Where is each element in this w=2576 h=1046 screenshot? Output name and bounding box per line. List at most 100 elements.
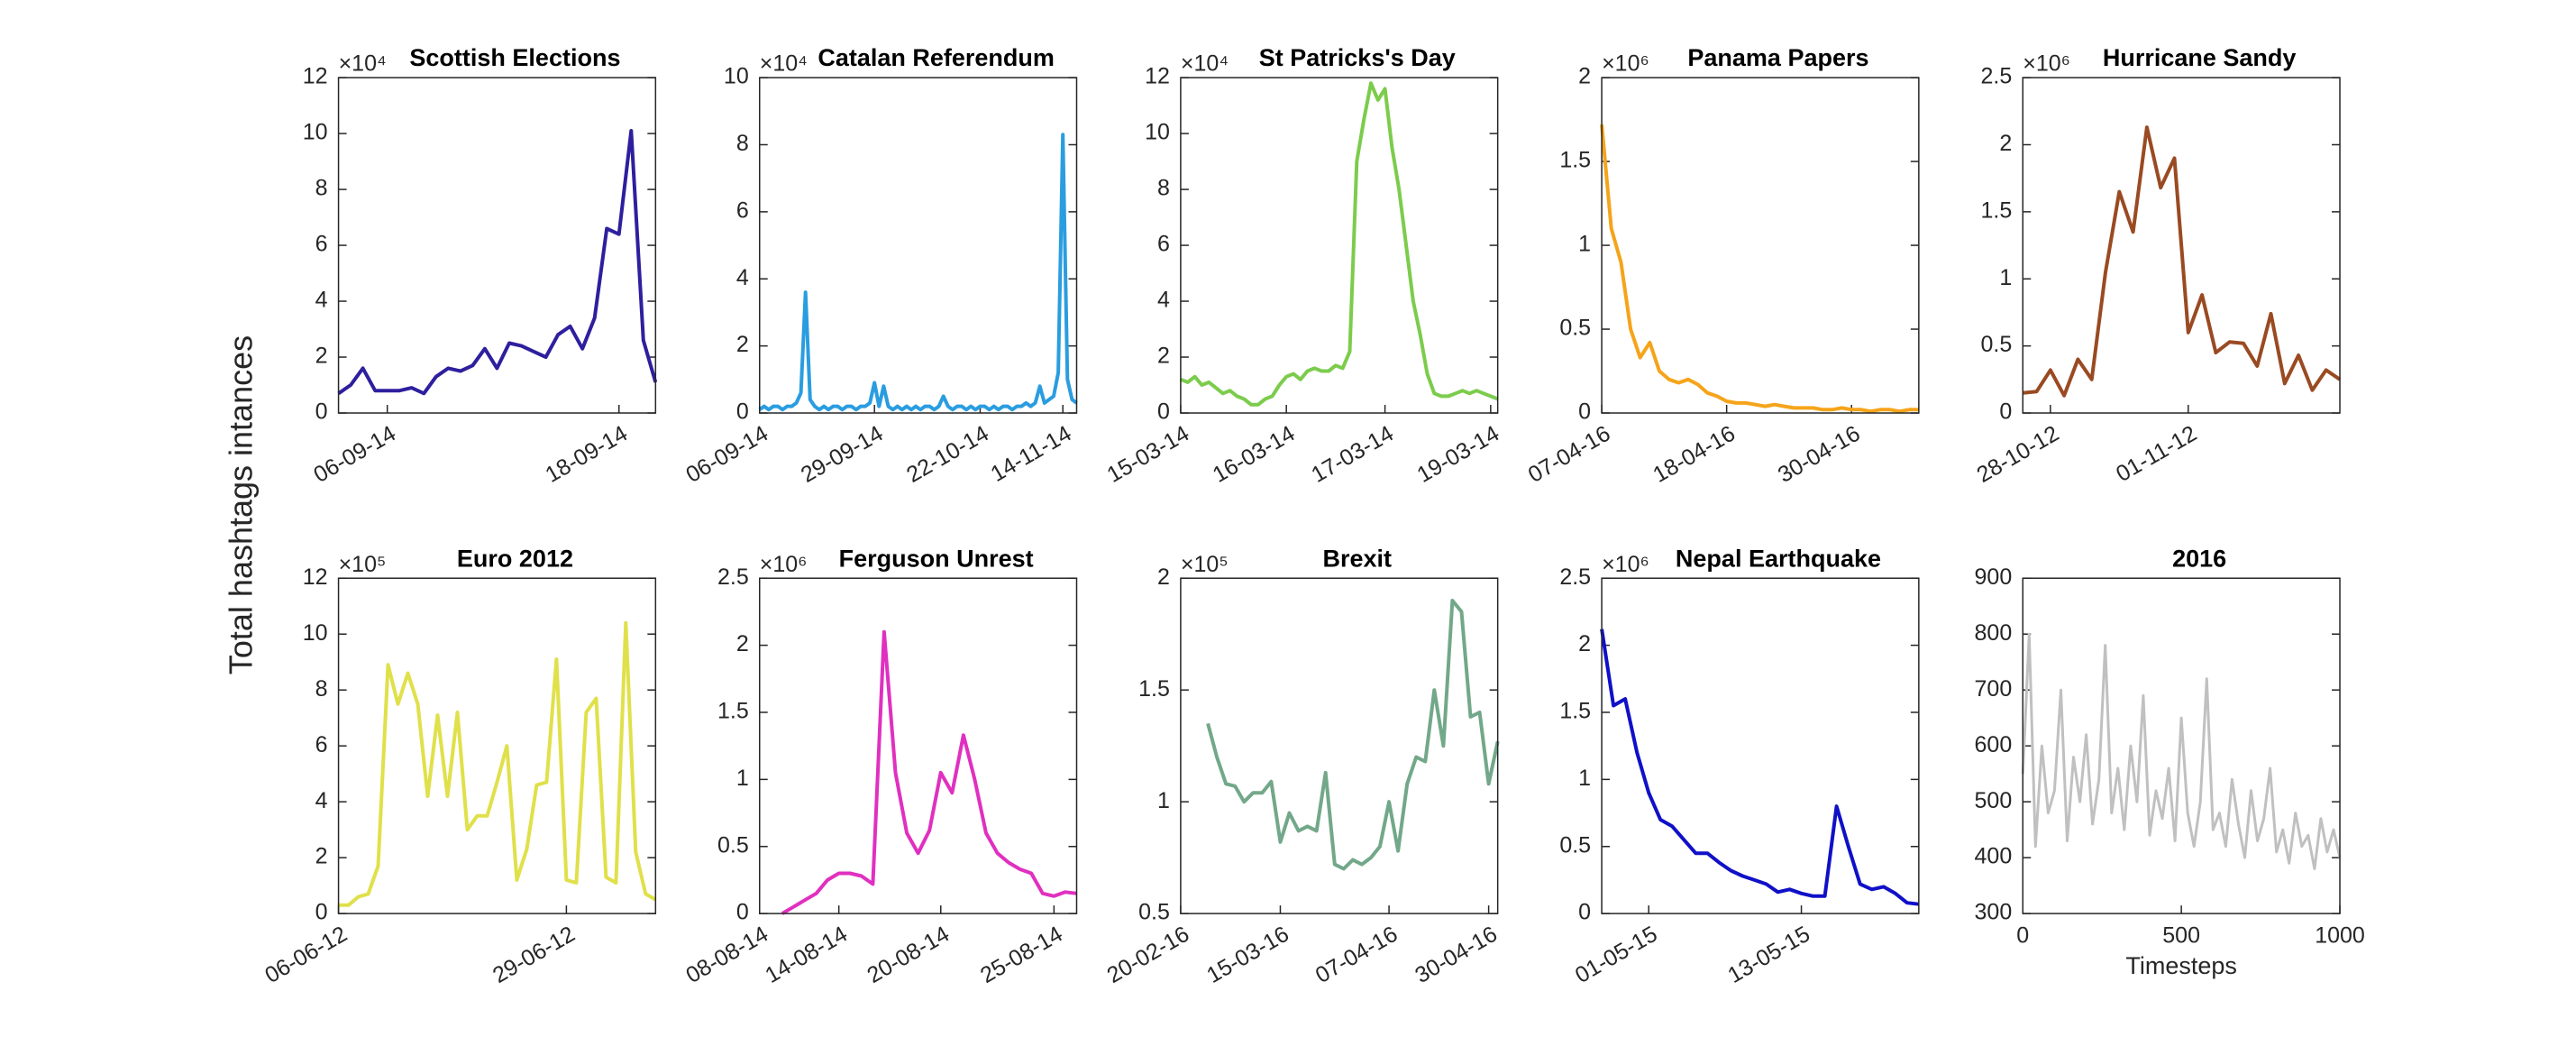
y-multiplier: ×10⁶ [2023, 51, 2070, 77]
x-tick-label: 29-09-14 [797, 421, 888, 488]
y-multiplier: ×10⁴ [760, 51, 808, 77]
x-tick-label: 25-08-14 [976, 922, 1067, 988]
x-tick-label: 08-08-14 [681, 922, 772, 988]
data-line [337, 129, 658, 396]
y-tick-label: 0.5 [1980, 332, 2012, 357]
y-tick-label: 4 [315, 788, 328, 813]
y-multiplier: ×10⁴ [1181, 51, 1229, 77]
y-tick-label: 10 [303, 620, 328, 646]
x-tick-label: 01-11-12 [2112, 421, 2201, 487]
chart-title: Brexit [1323, 545, 1393, 572]
y-tick-label: 2 [315, 344, 328, 369]
y-tick-label: 2 [736, 631, 749, 656]
y-tick-label: 12 [303, 64, 328, 89]
y-tick-label: 1 [1578, 232, 1591, 257]
y-tick-label: 2 [1578, 64, 1591, 89]
x-tick-label: 07-04-16 [1311, 922, 1402, 988]
y-tick-label: 2 [736, 332, 749, 357]
x-tick-label: 06-09-14 [309, 421, 400, 488]
y-tick-label: 500 [1975, 788, 2013, 813]
x-tick-label: 20-02-16 [1103, 922, 1194, 988]
x-tick-label: 01-05-15 [1571, 922, 1662, 988]
y-tick-label: 0 [736, 900, 749, 925]
y-multiplier: ×10⁵ [339, 552, 387, 577]
x-tick-label: 30-04-16 [1411, 922, 1502, 988]
data-line [758, 133, 1078, 412]
x-tick-label: 30-04-16 [1774, 421, 1865, 488]
y-tick-label: 1.5 [1559, 699, 1591, 724]
y-tick-label: 8 [315, 676, 328, 702]
x-axis-label: Timesteps [2125, 952, 2237, 979]
x-tick-label: 06-06-12 [260, 922, 352, 988]
data-line [1600, 629, 1920, 906]
y-tick-label: 1 [736, 766, 749, 791]
y-multiplier: ×10⁵ [1181, 552, 1229, 577]
y-tick-label: 1.5 [717, 699, 749, 724]
chart-title: Catalan Referendum [818, 44, 1055, 71]
plot-frame [1601, 577, 1920, 914]
plot-frame [758, 577, 1078, 914]
y-tick-label: 400 [1975, 844, 2013, 869]
y-tick-label: 12 [303, 564, 328, 590]
y-tick-label: 1.5 [1559, 148, 1591, 173]
chart-title: 2016 [2172, 545, 2226, 572]
data-line [338, 620, 657, 907]
y-tick-label: 6 [315, 732, 328, 757]
y-axis-label: Total hashtags intances [223, 335, 260, 674]
y-tick-label: 2.5 [717, 564, 749, 590]
y-tick-label: 800 [1975, 620, 2013, 646]
y-multiplier: ×10⁶ [1602, 51, 1649, 77]
y-tick-label: 0 [1157, 399, 1170, 425]
y-tick-label: 6 [736, 197, 749, 223]
y-tick-label: 4 [736, 265, 749, 290]
y-tick-label: 2 [1157, 344, 1170, 369]
y-tick-label: 0.5 [1559, 832, 1591, 858]
y-tick-label: 0.5 [1559, 316, 1591, 341]
x-tick-label: 500 [2162, 923, 2200, 949]
x-tick-label: 16-03-14 [1209, 421, 1300, 488]
y-tick-label: 6 [315, 232, 328, 257]
y-tick-label: 1 [1578, 766, 1591, 791]
x-tick-label: 1000 [2315, 923, 2365, 949]
y-tick-label: 8 [1157, 176, 1170, 201]
y-tick-label: 1 [1999, 265, 2012, 290]
x-tick-label: 13-05-15 [1723, 922, 1814, 988]
y-tick-label: 2.5 [1980, 64, 2012, 89]
x-tick-label: 18-04-16 [1649, 421, 1740, 488]
chart-title: Hurricane Sandy [2103, 44, 2297, 71]
y-tick-label: 0 [1578, 900, 1591, 925]
y-tick-label: 2.5 [1559, 564, 1591, 590]
plot-frame [337, 77, 657, 414]
plot-frame [1601, 77, 1920, 414]
y-tick-label: 8 [736, 131, 749, 156]
plot-frame [1180, 577, 1499, 914]
chart-title: Scottish Elections [409, 44, 620, 71]
x-tick-label: 15-03-14 [1103, 421, 1194, 488]
chart-title: St Patricks's Day [1259, 44, 1456, 71]
x-tick-label: 22-10-14 [902, 421, 993, 488]
y-tick-label: 0.5 [717, 832, 749, 858]
y-tick-label: 10 [303, 120, 328, 145]
data-line [2021, 632, 2342, 870]
y-tick-label: 600 [1975, 732, 2013, 757]
x-tick-label: 17-03-14 [1307, 421, 1398, 488]
data-line [2023, 125, 2342, 398]
plot-frame [758, 77, 1078, 414]
data-line [1600, 124, 1919, 414]
y-tick-label: 1.5 [1980, 197, 2012, 223]
y-tick-label: 4 [1157, 288, 1170, 313]
y-tick-label: 900 [1975, 564, 2013, 590]
y-tick-label: 300 [1975, 900, 2013, 925]
y-tick-label: 0 [315, 399, 328, 425]
y-tick-label: 0 [1999, 399, 2012, 425]
y-multiplier: ×10⁴ [339, 51, 387, 77]
x-tick-label: 14-08-14 [761, 922, 852, 988]
x-tick-label: 20-08-14 [863, 922, 954, 988]
data-line [1180, 81, 1499, 407]
y-tick-label: 6 [1157, 232, 1170, 257]
y-tick-label: 0 [1578, 399, 1591, 425]
x-tick-label: 18-09-14 [541, 421, 632, 488]
x-tick-label: 28-10-12 [1972, 421, 2063, 488]
y-tick-label: 0 [315, 900, 328, 925]
y-multiplier: ×10⁶ [1602, 552, 1649, 577]
